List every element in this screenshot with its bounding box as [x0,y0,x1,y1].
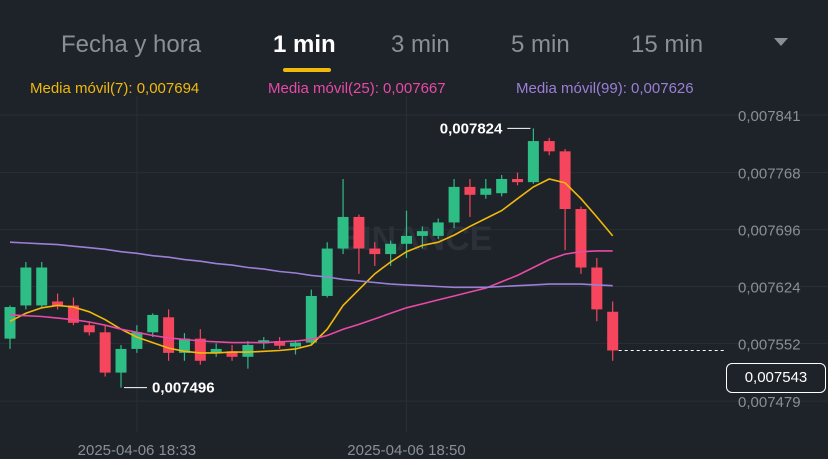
chevron-down-icon[interactable] [774,38,788,46]
timeframe-tabs: Fecha y hora 1 min 3 min 5 min 15 min [0,0,828,74]
low-price-label: 0,007496 [152,380,215,397]
ma-line-2 [9,241,613,289]
candle-down [163,317,175,353]
candle-up [337,216,349,249]
ma-line-1 [9,250,613,344]
ma99-legend: Media móvil(99): 0,007626 [516,80,694,97]
price-annotations: 0,007824 0,007496 [124,120,726,397]
x-axis-labels: 2025-04-06 18:33 2025-04-06 18:50 [78,442,466,459]
active-tab-indicator [283,68,331,72]
y-tick-label: 0,007841 [738,108,801,125]
y-tick-label: 0,007624 [738,279,801,296]
candle-down [353,216,365,249]
tab-date-time[interactable]: Fecha y hora [61,31,202,58]
tab-15-min[interactable]: 15 min [631,31,704,58]
candle-up [432,222,444,236]
y-tick-label: 0,007552 [738,336,801,353]
candle-up [401,235,412,244]
candle-up [147,314,159,333]
candle-down [99,332,111,373]
y-axis-labels: 0,007841 0,007768 0,007696 0,007624 0,007552… [738,108,801,411]
candle-up [527,141,539,183]
candle-down [607,311,619,351]
x-tick-label: 2025-04-06 18:50 [347,442,465,459]
current-price-tag: 0,007543 [726,363,826,393]
ma25-legend: Media móvil(25): 0,007667 [268,80,446,97]
candle-up [416,231,428,236]
candles [4,128,619,388]
candle-down [559,151,571,210]
candle-up [496,178,508,194]
candle-up [4,307,16,339]
candle-up [178,338,190,353]
candle-up [20,267,32,306]
candle-up [289,342,301,347]
ma7-legend: Media móvil(7): 0,007694 [30,80,200,97]
candle-up [321,248,333,296]
candle-up [385,243,397,255]
candle-down [543,141,555,152]
x-tick-label: 2025-04-06 18:33 [78,442,196,459]
y-tick-label: 0,007768 [738,166,801,183]
candle-down [575,209,587,268]
candle-down [464,186,476,195]
chart-grid [0,96,828,432]
moving-average-lines [9,178,614,354]
candle-up [305,295,317,343]
tab-1-min[interactable]: 1 min [273,31,336,58]
candle-down [369,248,381,255]
y-tick-label: 0,007696 [738,223,801,240]
ma-line-0 [9,178,614,354]
candle-up [480,188,492,195]
candle-up [115,348,127,373]
candle-down [512,178,524,183]
candle-up [210,348,222,353]
y-tick-label: 0,007479 [738,394,801,411]
candle-down [226,351,238,357]
candle-down [67,305,79,323]
candle-down [591,267,603,310]
candle-down [83,325,95,333]
tab-3-min[interactable]: 3 min [391,31,450,58]
candle-down [52,301,64,306]
candle-down [274,341,286,346]
candle-up [242,344,254,357]
tab-5-min[interactable]: 5 min [511,31,570,58]
candle-up [36,267,48,306]
candle-down [194,338,206,361]
candle-up [131,332,143,349]
high-price-label: 0,007824 [440,120,503,137]
candle-up [448,186,460,223]
